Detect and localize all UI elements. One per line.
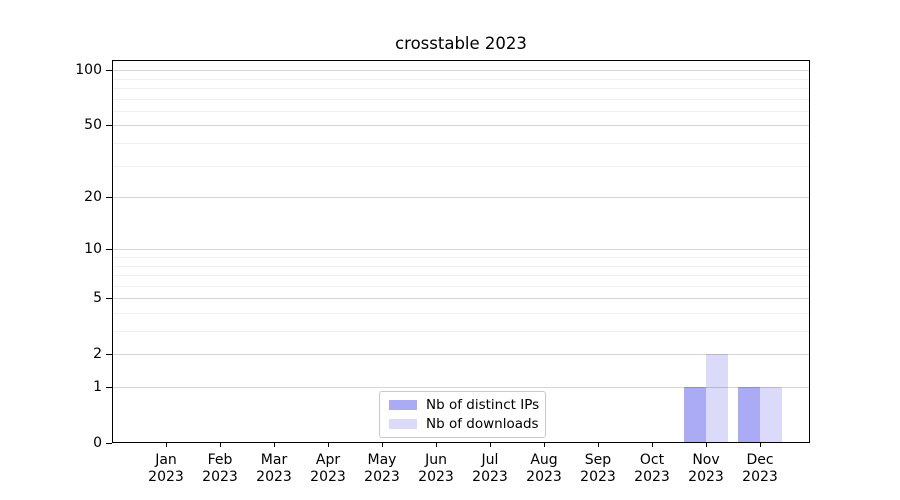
y-gridline-major	[113, 249, 809, 251]
x-tick-mark	[273, 443, 275, 447]
y-tick-label-0: 0	[93, 435, 102, 451]
y-gridline-major	[113, 387, 809, 388]
y-gridline-minor	[113, 98, 809, 100]
legend-swatch-distinct-ips	[389, 400, 417, 410]
y-tick-label-20: 20	[84, 189, 102, 206]
x-tick-mark	[327, 443, 329, 447]
x-tick-label-aug: Aug 2023	[512, 452, 576, 485]
x-tick-label-dec: Dec 2023	[728, 452, 792, 485]
x-tick-month: Sep	[584, 452, 612, 468]
y-tick-label-2: 2	[93, 346, 102, 363]
x-tick-mark	[489, 443, 491, 447]
x-tick-year: 2023	[364, 468, 400, 485]
x-tick-mark	[435, 443, 437, 447]
y-tick-mark	[106, 249, 112, 251]
y-tick-mark	[106, 298, 112, 300]
x-tick-month: Jun	[425, 452, 447, 468]
x-tick-year: 2023	[634, 468, 670, 485]
x-tick-month: Feb	[207, 452, 233, 468]
x-tick-year: 2023	[580, 468, 616, 485]
legend-row: Nb of downloads	[389, 416, 539, 432]
x-tick-label-mar: Mar 2023	[242, 452, 306, 485]
y-tick-mark	[106, 70, 112, 72]
y-gridline-minor	[113, 313, 809, 314]
x-tick-mark	[543, 443, 545, 447]
x-tick-year: 2023	[472, 468, 508, 485]
y-gridline-major	[113, 70, 809, 72]
y-gridline-minor	[113, 331, 809, 332]
y-gridline-minor	[113, 275, 809, 276]
x-tick-label-feb: Feb 2023	[188, 452, 252, 485]
y-gridline-minor	[113, 285, 809, 287]
x-tick-month: Nov	[692, 452, 720, 468]
x-tick-year: 2023	[148, 468, 184, 485]
x-tick-month: Mar	[260, 452, 288, 468]
x-tick-label-jan: Jan 2023	[134, 452, 198, 485]
x-tick-mark	[651, 443, 653, 447]
x-tick-year: 2023	[688, 468, 724, 485]
y-tick-label-50: 50	[84, 117, 102, 134]
x-tick-month: Jan	[155, 452, 177, 468]
legend-label: Nb of downloads	[426, 416, 539, 432]
bar-dec-s0	[738, 387, 760, 442]
x-tick-label-may: May 2023	[350, 452, 414, 485]
y-tick-label-1: 1	[93, 379, 102, 395]
x-tick-month: Apr	[315, 452, 341, 468]
x-tick-mark	[597, 443, 599, 447]
y-tick-mark	[106, 354, 112, 356]
x-tick-mark	[759, 443, 761, 447]
x-tick-month: May	[367, 452, 397, 468]
y-gridline-minor	[113, 78, 809, 80]
y-tick-mark	[106, 125, 112, 127]
x-tick-year: 2023	[256, 468, 292, 485]
x-tick-label-apr: Apr 2023	[296, 452, 360, 485]
x-tick-year: 2023	[526, 468, 562, 485]
y-gridline-minor	[113, 88, 809, 89]
x-tick-label-jul: Jul 2023	[458, 452, 522, 485]
y-gridline-major	[113, 298, 809, 300]
y-tick-mark	[106, 387, 112, 388]
bar-dec-s1	[760, 387, 782, 442]
x-tick-mark	[705, 443, 707, 447]
legend-swatch-downloads	[389, 419, 417, 429]
y-gridline-minor	[113, 165, 809, 167]
y-tick-mark	[106, 443, 112, 444]
x-tick-year: 2023	[418, 468, 454, 485]
x-tick-month: Oct	[639, 452, 665, 468]
y-gridline-minor	[113, 110, 809, 112]
legend-label: Nb of distinct IPs	[426, 397, 540, 413]
y-gridline-minor	[113, 265, 809, 267]
bar-nov-s0	[684, 387, 706, 442]
x-tick-year: 2023	[202, 468, 238, 485]
x-tick-month: Aug	[530, 452, 558, 468]
y-tick-mark	[106, 197, 112, 199]
x-tick-month: Dec	[746, 452, 774, 468]
x-tick-label-sep: Sep 2023	[566, 452, 630, 485]
x-tick-label-jun: Jun 2023	[404, 452, 468, 485]
x-tick-mark	[219, 443, 221, 447]
y-gridline-major	[113, 197, 809, 199]
chart-title: crosstable 2023	[395, 34, 527, 53]
x-tick-label-oct: Oct 2023	[620, 452, 684, 485]
legend: Nb of distinct IPs Nb of downloads	[379, 391, 546, 438]
legend-row: Nb of distinct IPs	[389, 397, 540, 413]
x-tick-year: 2023	[742, 468, 778, 485]
y-gridline-major	[113, 354, 809, 356]
y-gridline-major	[113, 125, 809, 127]
x-tick-label-nov: Nov 2023	[674, 452, 738, 485]
y-gridline-minor	[113, 143, 809, 144]
x-tick-month: Jul	[481, 452, 499, 468]
x-tick-year: 2023	[310, 468, 346, 485]
y-tick-label-100: 100	[75, 62, 102, 79]
x-tick-mark	[165, 443, 167, 447]
y-tick-label-5: 5	[93, 290, 102, 307]
y-tick-label-10: 10	[84, 241, 102, 258]
x-tick-mark	[381, 443, 383, 447]
y-gridline-minor	[113, 257, 809, 258]
bar-nov-s1	[706, 354, 728, 442]
